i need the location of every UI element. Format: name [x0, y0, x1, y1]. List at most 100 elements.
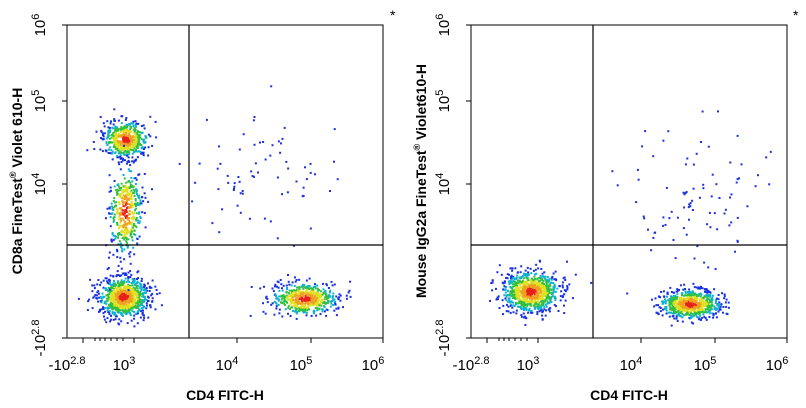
- event-dot: [137, 212, 140, 215]
- event-dot: [713, 212, 716, 215]
- event-dot: [684, 288, 687, 290]
- event-dot: [129, 234, 132, 237]
- event-dot: [339, 299, 342, 302]
- corner-marker: *: [793, 7, 799, 23]
- event-dot: [253, 116, 256, 118]
- event-dot: [309, 227, 312, 230]
- event-dot: [336, 178, 339, 181]
- event-dot: [106, 309, 109, 312]
- event-dot: [135, 294, 137, 297]
- event-dot: [697, 294, 700, 297]
- event-dot: [134, 138, 137, 141]
- event-dot: [540, 300, 542, 303]
- event-dot: [736, 240, 739, 243]
- event-dot: [111, 141, 114, 144]
- event-dot: [122, 301, 125, 304]
- event-dot: [331, 300, 334, 302]
- event-dot: [130, 137, 133, 140]
- event-dot: [102, 122, 105, 125]
- event-dot: [675, 297, 677, 300]
- event-dot: [135, 191, 138, 194]
- event-dot: [332, 292, 335, 295]
- event-dot: [727, 306, 730, 309]
- event-dot: [545, 295, 548, 298]
- event-dot: [125, 297, 128, 299]
- event-dot: [126, 222, 129, 225]
- event-dot: [125, 186, 128, 189]
- event-dot: [318, 299, 321, 302]
- event-dot: [534, 268, 537, 271]
- event-dot: [508, 293, 511, 296]
- event-dot: [128, 151, 131, 154]
- event-dot: [713, 288, 716, 291]
- event-dot: [130, 217, 133, 220]
- event-dot: [129, 293, 132, 296]
- event-dot: [101, 138, 104, 141]
- event-dot: [118, 233, 121, 236]
- event-dot: [108, 190, 111, 193]
- event-dot: [113, 298, 116, 301]
- event-dot: [99, 295, 102, 298]
- event-dot: [672, 298, 675, 301]
- x-tick-label: 106: [766, 355, 789, 374]
- event-dot: [131, 148, 133, 151]
- event-dot: [512, 276, 515, 279]
- event-dot: [117, 243, 120, 246]
- event-dot: [123, 131, 126, 134]
- event-dot: [275, 305, 278, 308]
- event-dot: [293, 302, 296, 305]
- event-dot: [533, 303, 536, 306]
- event-dot: [113, 185, 116, 188]
- event-dot: [666, 295, 668, 298]
- event-dot: [282, 284, 285, 287]
- event-dot: [706, 311, 709, 314]
- event-dot: [133, 291, 136, 294]
- event-dot: [514, 303, 517, 306]
- event-dot: [125, 201, 128, 204]
- event-dot: [504, 286, 507, 289]
- event-dot: [677, 310, 680, 313]
- event-dot: [508, 297, 511, 300]
- event-dot: [127, 134, 130, 137]
- event-dot: [120, 207, 123, 210]
- event-dot: [119, 256, 122, 259]
- event-dot: [111, 297, 114, 300]
- event-dot: [290, 299, 293, 302]
- event-dot: [119, 154, 122, 157]
- event-dot: [116, 129, 119, 132]
- event-dot: [133, 130, 136, 133]
- event-dot: [127, 238, 130, 241]
- event-dot: [125, 199, 128, 202]
- event-dot: [112, 318, 115, 321]
- event-dot: [89, 278, 92, 281]
- event-dot: [110, 307, 113, 310]
- event-dot: [102, 312, 105, 315]
- event-dot: [308, 302, 311, 305]
- event-dot: [553, 303, 556, 306]
- event-dot: [520, 285, 523, 288]
- event-dot: [528, 287, 531, 290]
- event-dot: [730, 193, 733, 196]
- event-dot: [114, 306, 117, 309]
- event-dot: [113, 131, 116, 134]
- event-dot: [107, 297, 110, 300]
- event-dot: [304, 293, 307, 296]
- event-dot: [118, 284, 121, 287]
- event-dot: [530, 286, 533, 288]
- event-dot: [145, 135, 147, 138]
- event-dot: [119, 246, 122, 249]
- event-dot: [96, 283, 99, 286]
- event-dot: [137, 277, 140, 280]
- event-dot: [554, 270, 557, 273]
- event-dot: [130, 130, 133, 133]
- event-dot: [121, 192, 124, 195]
- event-dot: [118, 289, 121, 292]
- event-dot: [116, 184, 119, 187]
- event-dot: [521, 288, 524, 291]
- event-dot: [641, 145, 644, 148]
- event-dot: [706, 305, 709, 308]
- event-dot: [117, 308, 119, 311]
- event-dot: [129, 251, 132, 254]
- event-dot: [529, 296, 532, 299]
